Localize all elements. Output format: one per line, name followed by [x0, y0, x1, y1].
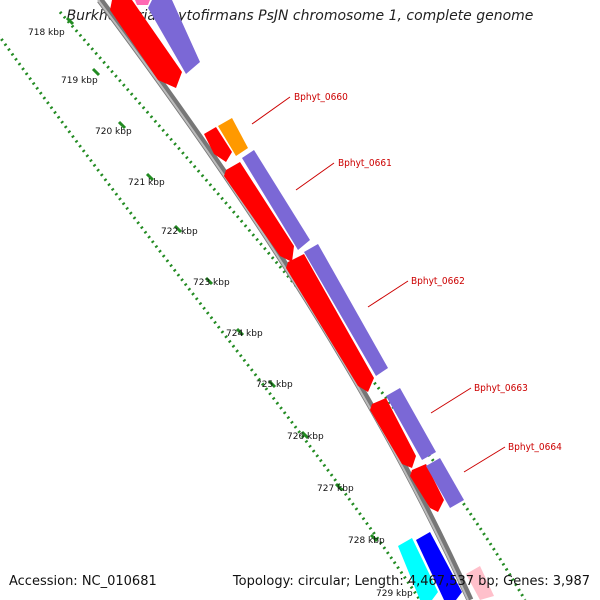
gene-label-0663[interactable]: Bphyt_0663 [474, 383, 528, 394]
scale-label-718: 718 kbp [28, 28, 65, 38]
scale-label-722: 722 kbp [161, 227, 198, 237]
gene-red-0663[interactable] [370, 398, 416, 468]
scale-label-724: 724 kbp [226, 329, 263, 339]
gene-label-leaders [251, 96, 506, 473]
scale-label-720: 720 kbp [95, 127, 132, 137]
cds-feature-top-pink[interactable] [135, 0, 150, 5]
cds-feature-top-red[interactable] [110, 0, 182, 88]
gene-purple-0662[interactable] [304, 244, 388, 376]
scale-label-727: 727 kbp [317, 484, 354, 494]
gene-label-0661[interactable]: Bphyt_0661 [338, 158, 392, 169]
gene-red-0662[interactable] [286, 254, 374, 392]
genome-backbone [97, 0, 474, 600]
gene-label-0662[interactable]: Bphyt_0662 [411, 276, 465, 287]
scale-label-719: 719 kbp [61, 76, 98, 86]
scale-label-726: 726 kbp [287, 432, 324, 442]
gene-label-0660[interactable]: Bphyt_0660 [294, 92, 348, 103]
cds-feature-blue[interactable] [416, 532, 462, 600]
cds-feature-pink-lower[interactable] [466, 566, 494, 600]
gene-purple-0661[interactable] [242, 150, 310, 250]
genome-backbone-highlight [97, 0, 469, 600]
gene-red-0661[interactable] [224, 162, 294, 262]
accession-text: Accession: NC_010681 [9, 574, 157, 589]
scale-label-725: 725 kbp [256, 380, 293, 390]
gene-label-0664[interactable]: Bphyt_0664 [508, 442, 562, 453]
gene-red-0664[interactable] [410, 464, 444, 512]
scale-label-721: 721 kbp [128, 178, 165, 188]
scale-ticks [65, 16, 379, 543]
outer-scale-dots [58, 11, 527, 600]
gene-purple-0663[interactable] [386, 388, 436, 460]
map-title: Burkholderia phytofirmans PsJN chromosom… [66, 8, 534, 24]
cds-feature-top-purple[interactable] [148, 0, 200, 74]
gene-bphyt-0660[interactable] [218, 118, 248, 156]
cds-feature-small-red[interactable] [204, 127, 232, 162]
genome-summary-text: Topology: circular; Length: 4,467,537 bp… [232, 574, 590, 589]
scale-label-728: 728 kbp [348, 536, 385, 546]
cds-feature-cyan[interactable] [398, 538, 438, 600]
inner-scale-dots [0, 34, 422, 600]
scale-label-723: 723 kbp [193, 278, 230, 288]
gene-purple-0664[interactable] [426, 458, 464, 508]
scale-label-729: 729 kbp [376, 589, 413, 599]
